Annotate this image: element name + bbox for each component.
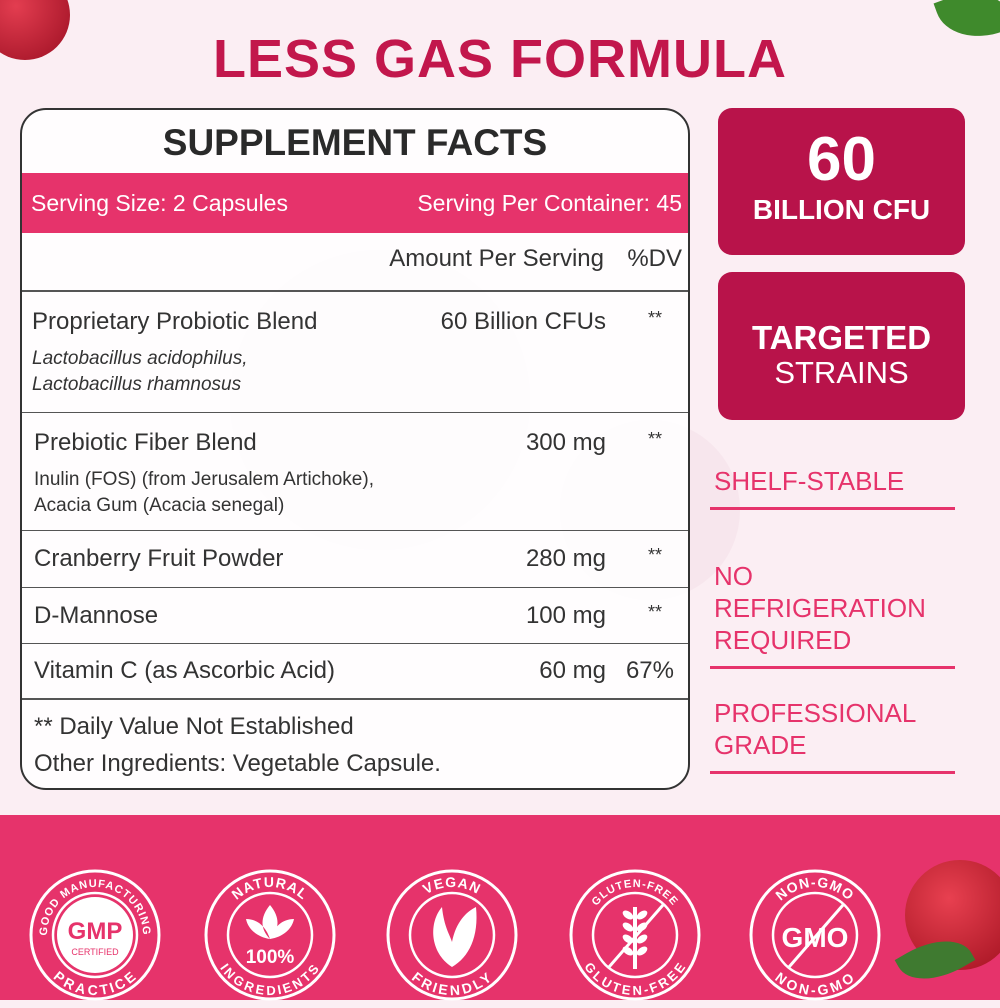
serving-size: Serving Size: 2 Capsules (31, 189, 288, 216)
badge-2: VEGAN FRIENDLY (384, 867, 520, 1003)
ingredient-dv: ** (647, 602, 662, 622)
tag-text: PROFESSIONAL (714, 698, 917, 728)
ingredient-name: Vitamin C (as Ascorbic Acid) (34, 657, 335, 684)
tag-shelf-stable: SHELF-STABLE (710, 465, 955, 510)
svg-text:FRIENDLY: FRIENDLY (409, 969, 495, 999)
badge-center: 100% (246, 947, 295, 968)
leaf-icon: NATURAL INGREDIENTS 100% (204, 869, 336, 1001)
footnote: ** Daily Value Not Established (34, 713, 354, 740)
page-title: LESS GAS FORMULA (212, 29, 787, 89)
tag-text: NO REFRIGERATION (714, 561, 926, 623)
supplement-facts-panel: SUPPLEMENT FACTS Serving Size: 2 Capsule… (20, 108, 690, 790)
ingredient-amount: 280 mg (525, 545, 606, 572)
badge-3: GLUTEN-FREE GLUTEN-FREE (567, 867, 703, 1003)
ingredient-name: D-Mannose (34, 602, 159, 629)
ingredient-dv: ** (647, 308, 662, 328)
badge-top-text: VEGAN (420, 874, 483, 897)
badge-center: GMP (68, 918, 123, 945)
ingredient-sub: Inulin (FOS) (from Jerusalem Artichoke), (34, 469, 374, 490)
table-row: Prebiotic Fiber Blend 300 mg ** Inulin (… (22, 413, 688, 531)
box-small-text: STRAINS (774, 355, 909, 390)
table-row: Vitamin C (as Ascorbic Acid) 60 mg 67% (22, 644, 688, 700)
ingredient-name: Prebiotic Fiber Blend (34, 429, 257, 456)
wheat-crossed-icon: GLUTEN-FREE GLUTEN-FREE (569, 869, 701, 1001)
box-big-text: TARGETED (751, 319, 932, 356)
box-big-text: 60 (807, 125, 876, 194)
tag-professional-grade: PROFESSIONAL GRADE (710, 697, 955, 774)
svg-text:NON-GMO: NON-GMO (772, 969, 858, 998)
tag-text: GRADE (714, 730, 807, 760)
badge-band: GOOD MANUFACTURING PRACTICE GMP CERTIFIED… (0, 815, 1000, 1003)
col-amount: Amount Per Serving (389, 245, 604, 272)
box-small-text: BILLION CFU (752, 194, 931, 225)
tag-text: REQUIRED (714, 625, 852, 655)
tag-no-refrigeration: NO REFRIGERATION REQUIRED (710, 560, 955, 669)
ingredient-name: Cranberry Fruit Powder (34, 545, 284, 572)
col-dv: %DV (627, 245, 682, 272)
gmo-crossed-icon: NON-GMO NON-GMO GMO (749, 869, 881, 1001)
table-row: Proprietary Probiotic Blend 60 Billion C… (22, 292, 688, 413)
badge-bottom-text: NON-GMO (772, 969, 857, 998)
badge-center2: CERTIFIED (71, 947, 119, 957)
ingredient-dv: ** (647, 429, 662, 449)
ingredient-amount: 100 mg (525, 602, 606, 629)
badge-0: GOOD MANUFACTURING PRACTICE GMP CERTIFIED (27, 867, 163, 1003)
tag-text: SHELF-STABLE (714, 466, 905, 496)
leaf-icon (246, 905, 294, 939)
ingredient-sub: Lactobacillus rhamnosus (32, 374, 242, 395)
svg-text:VEGAN: VEGAN (420, 874, 484, 897)
vegan-leaf-icon (433, 907, 477, 967)
cfu-box: 60 BILLION CFU (718, 108, 965, 255)
badge-bottom-text: FRIENDLY (409, 969, 494, 999)
facts-footer: ** Daily Value Not Established Other Ing… (34, 708, 441, 782)
column-header-row: Amount Per Serving %DV (22, 233, 688, 292)
ingredient-amount: 300 mg (525, 429, 606, 456)
table-row: D-Mannose 100 mg ** (22, 588, 688, 644)
strains-box: TARGETED STRAINS (718, 272, 965, 420)
ingredient-sub: Acacia Gum (Acacia senegal) (34, 495, 285, 516)
serving-band: Serving Size: 2 Capsules Serving Per Con… (22, 173, 688, 233)
ingredient-dv: 67% (625, 657, 674, 684)
other-ingredients: Other Ingredients: Vegetable Capsule. (34, 750, 441, 777)
badge-1: NATURAL INGREDIENTS 100% (202, 867, 338, 1003)
facts-heading: SUPPLEMENT FACTS (162, 122, 548, 163)
badge-4: NON-GMO NON-GMO GMO (747, 867, 883, 1003)
table-row: Cranberry Fruit Powder 280 mg ** (22, 531, 688, 588)
ingredient-name: Proprietary Probiotic Blend (32, 308, 318, 335)
vegan-leaf-icon: VEGAN FRIENDLY (386, 869, 518, 1001)
ingredient-dv: ** (647, 545, 662, 565)
ingredient-sub: Lactobacillus acidophilus, (32, 348, 248, 369)
ingredient-amount: 60 Billion CFUs (440, 308, 606, 335)
servings-per-container: Serving Per Container: 45 (417, 189, 682, 216)
ingredient-amount: 60 mg (539, 657, 606, 684)
